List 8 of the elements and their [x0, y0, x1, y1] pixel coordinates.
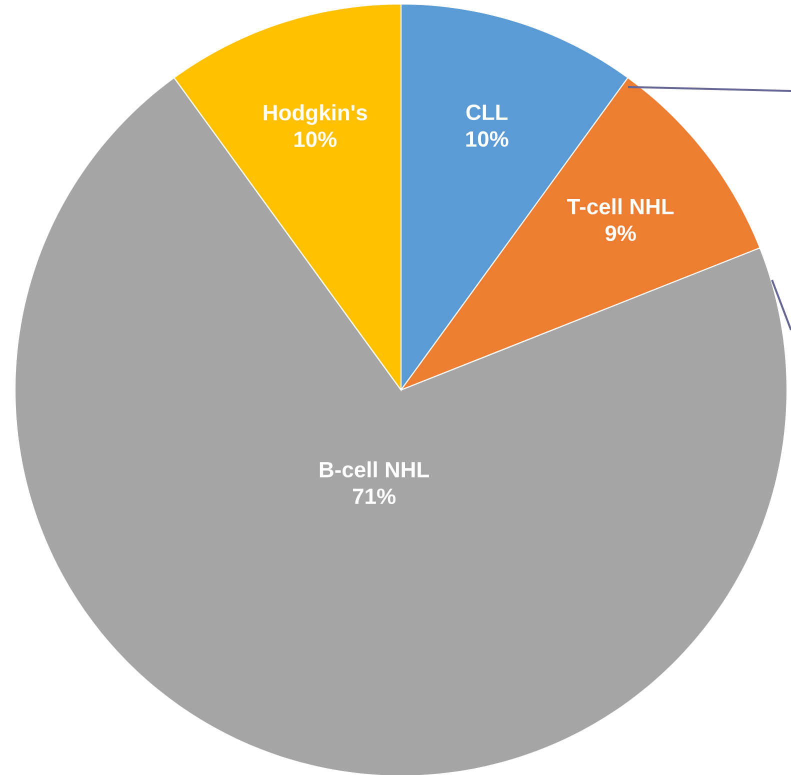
- slice-label: Hodgkin's: [264, 104, 367, 125]
- slice-label: B-cell NHL: [320, 461, 429, 478]
- data-label: 10%: [294, 132, 337, 148]
- data-label: 71%: [353, 488, 396, 504]
- data-label: 10%: [466, 131, 508, 147]
- data-label: 9%: [605, 225, 636, 242]
- slice-label: CLL: [466, 104, 508, 120]
- slice-label: T-cell NHL: [567, 198, 674, 214]
